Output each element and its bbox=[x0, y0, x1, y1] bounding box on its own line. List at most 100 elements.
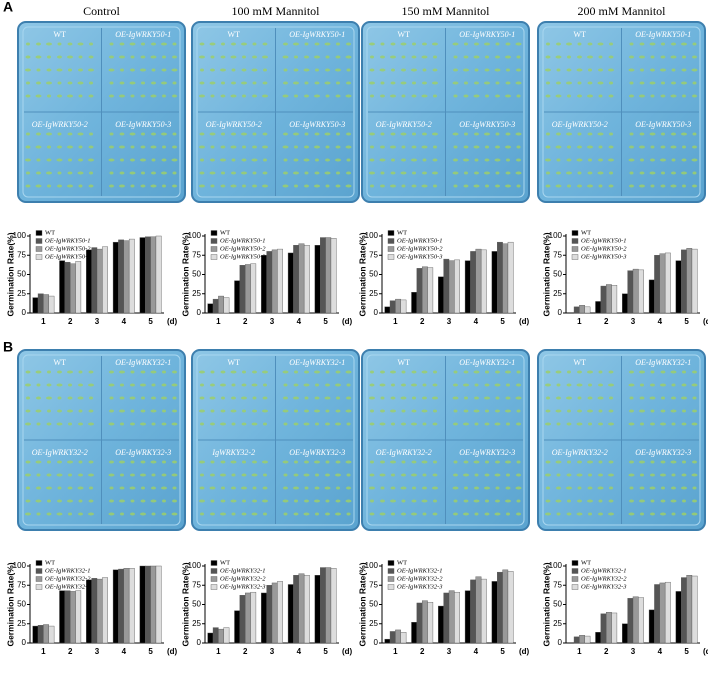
seedling bbox=[293, 486, 299, 490]
seedling bbox=[130, 422, 135, 426]
seedling bbox=[26, 42, 30, 46]
seedling bbox=[77, 81, 84, 85]
legend-swatch bbox=[571, 230, 579, 236]
x-axis-label: (d) bbox=[703, 317, 708, 326]
seedling bbox=[484, 132, 490, 136]
seedling bbox=[241, 473, 247, 477]
y-tick-label: 25 bbox=[369, 289, 378, 298]
plate-label: OE-IgWRKY32-1 bbox=[635, 358, 691, 367]
seedling bbox=[346, 42, 351, 46]
seedling bbox=[577, 171, 582, 175]
seedling bbox=[639, 94, 645, 98]
seedling bbox=[682, 409, 686, 413]
seedling bbox=[380, 55, 385, 59]
seedling bbox=[335, 512, 341, 516]
seedling bbox=[452, 42, 459, 46]
seedling bbox=[660, 68, 666, 72]
seedling bbox=[129, 486, 136, 490]
seedling bbox=[577, 81, 582, 85]
x-tick-label: 5 bbox=[500, 317, 505, 326]
seedling bbox=[210, 409, 215, 413]
seedling bbox=[220, 55, 226, 59]
seedling bbox=[474, 132, 479, 136]
seedling bbox=[89, 486, 93, 490]
seedling bbox=[650, 422, 655, 426]
seedling bbox=[325, 499, 330, 503]
seedling bbox=[161, 422, 167, 426]
seedling bbox=[345, 499, 352, 503]
seedling bbox=[109, 132, 114, 136]
bar bbox=[244, 592, 251, 644]
legend-label: OE-IgWRKY50-2 bbox=[220, 245, 266, 252]
seedling bbox=[251, 422, 258, 426]
seedling bbox=[608, 55, 614, 59]
seedling bbox=[545, 512, 551, 516]
bar bbox=[207, 632, 214, 644]
seedling bbox=[380, 499, 385, 503]
bar bbox=[303, 245, 310, 314]
seedling bbox=[335, 473, 341, 477]
seedling bbox=[283, 512, 288, 516]
seedling bbox=[262, 81, 268, 85]
seedling bbox=[200, 158, 204, 162]
bar bbox=[250, 263, 257, 314]
legend-label: OE-IgWRKY32-2 bbox=[45, 575, 91, 582]
plate-label: OE-IgWRKY50-1 bbox=[459, 30, 515, 39]
seedling bbox=[293, 396, 299, 400]
seedling bbox=[660, 383, 666, 387]
seedling bbox=[26, 171, 30, 175]
seedling bbox=[230, 370, 237, 374]
seedling bbox=[151, 158, 156, 162]
seedling bbox=[335, 370, 341, 374]
legend-swatch bbox=[387, 560, 395, 566]
seedling bbox=[242, 184, 246, 188]
seedling bbox=[68, 383, 72, 387]
seedling bbox=[546, 132, 550, 136]
x-tick-label: 3 bbox=[631, 317, 636, 326]
legend-swatch bbox=[35, 254, 43, 260]
seedling bbox=[433, 184, 437, 188]
y-tick-label: 0 bbox=[374, 638, 379, 647]
seedling bbox=[89, 42, 93, 46]
seedling bbox=[293, 422, 299, 426]
x-tick-label: 4 bbox=[658, 647, 663, 656]
seedling bbox=[485, 499, 489, 503]
bar bbox=[303, 575, 310, 644]
seedling bbox=[567, 460, 571, 464]
seedling bbox=[282, 409, 289, 413]
legend-label: OE-IgWRKY32-2 bbox=[397, 575, 443, 582]
seedling bbox=[453, 473, 458, 477]
seedling bbox=[598, 499, 603, 503]
seedling bbox=[433, 460, 437, 464]
seedling bbox=[390, 499, 396, 503]
seedling bbox=[172, 42, 177, 46]
seedling bbox=[140, 94, 146, 98]
seedling bbox=[172, 370, 177, 374]
seedling bbox=[68, 158, 72, 162]
seedling bbox=[221, 396, 225, 400]
seedling bbox=[608, 499, 614, 503]
seedling bbox=[516, 409, 521, 413]
seedling bbox=[577, 486, 582, 490]
bar bbox=[400, 299, 407, 314]
seedling bbox=[432, 383, 438, 387]
seedling bbox=[200, 422, 204, 426]
seedling bbox=[597, 396, 604, 400]
legend-label: OE-IgWRKY50-2 bbox=[45, 245, 91, 252]
seedling bbox=[335, 158, 341, 162]
y-tick-label: 50 bbox=[192, 270, 201, 279]
seedling bbox=[639, 171, 645, 175]
seedling bbox=[282, 94, 289, 98]
seedling bbox=[474, 396, 479, 400]
bar bbox=[664, 581, 671, 644]
bar bbox=[480, 249, 487, 314]
seedling bbox=[505, 145, 511, 149]
seedling bbox=[172, 94, 177, 98]
x-tick-label: 3 bbox=[95, 647, 100, 656]
seedling bbox=[242, 409, 246, 413]
x-tick-label: 1 bbox=[393, 317, 398, 326]
seedling bbox=[150, 184, 157, 188]
seedling bbox=[650, 473, 655, 477]
seedling bbox=[609, 486, 613, 490]
seedling bbox=[400, 42, 407, 46]
